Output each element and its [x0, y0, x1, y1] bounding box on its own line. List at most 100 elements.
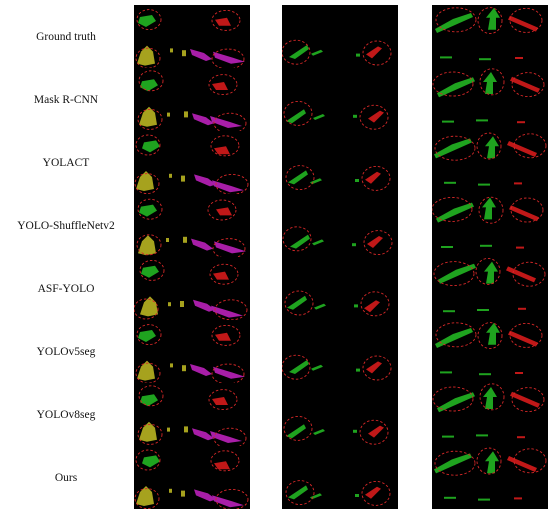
- segmentation-panel: [432, 131, 548, 194]
- segmentation-mask: [283, 100, 389, 130]
- highlight-ring: [432, 386, 474, 412]
- green-mask-region: [354, 304, 358, 308]
- segmentation-panel: [134, 446, 250, 509]
- red-mask-region: [509, 205, 539, 222]
- magenta-mask-region: [192, 113, 214, 126]
- segmentation-panel: [282, 257, 398, 320]
- segmentation-mask: [135, 324, 245, 383]
- magenta-mask-region: [194, 174, 216, 187]
- red-mask-region: [365, 171, 381, 184]
- segmentation-panel: [134, 131, 250, 194]
- highlight-ring: [285, 165, 315, 191]
- highlight-ring: [359, 104, 389, 130]
- highlight-ring: [361, 480, 391, 506]
- green-mask-region: [443, 310, 455, 313]
- highlight-ring: [510, 197, 544, 223]
- green-mask-region: [138, 330, 156, 342]
- magenta-mask-region: [190, 364, 212, 376]
- green-mask-region: [288, 170, 308, 185]
- green-mask-region: [479, 58, 491, 61]
- segmentation-mask: [434, 447, 547, 501]
- highlight-ring: [433, 261, 475, 287]
- olive-mask-region: [167, 427, 170, 432]
- red-mask-region: [214, 146, 230, 155]
- green-mask-region: [485, 451, 499, 474]
- green-mask-region: [141, 265, 159, 278]
- green-mask-region: [311, 49, 323, 56]
- green-mask-region: [289, 360, 309, 374]
- segmentation-panel: [134, 257, 250, 320]
- green-mask-region: [356, 53, 360, 57]
- green-mask-region: [437, 392, 475, 413]
- magenta-mask-region: [192, 428, 214, 441]
- red-mask-region: [215, 17, 231, 26]
- highlight-ring: [207, 199, 237, 221]
- highlight-ring: [479, 68, 505, 96]
- segmentation-panel: [432, 446, 548, 509]
- highlight-ring: [283, 100, 313, 126]
- row-label: YOLO-ShuffleNetv2: [17, 219, 115, 232]
- highlight-ring: [432, 196, 473, 222]
- highlight-ring: [211, 363, 245, 383]
- red-mask-region: [515, 372, 523, 374]
- highlight-ring: [513, 448, 547, 474]
- segmentation-panel: [282, 383, 398, 446]
- highlight-ring: [214, 299, 248, 320]
- red-mask-region: [517, 436, 525, 439]
- magenta-mask-region: [191, 238, 213, 251]
- segmentation-mask: [282, 354, 392, 381]
- segmentation-mask: [284, 290, 390, 317]
- segmentation-mask: [433, 257, 546, 313]
- segmentation-mask: [134, 449, 249, 509]
- red-mask-region: [507, 141, 537, 157]
- highlight-ring: [137, 423, 163, 445]
- green-mask-region: [438, 263, 476, 284]
- highlight-ring: [477, 7, 503, 35]
- green-mask-region: [286, 424, 306, 439]
- red-mask-region: [215, 332, 231, 341]
- olive-mask-region: [184, 426, 188, 433]
- segmentation-panel: [432, 5, 548, 68]
- red-mask-region: [518, 307, 526, 310]
- green-mask-region: [478, 498, 490, 501]
- highlight-ring: [361, 165, 391, 191]
- magenta-mask-region: [212, 495, 244, 508]
- green-mask-region: [314, 303, 326, 310]
- segmentation-mask: [136, 198, 246, 257]
- highlight-ring: [136, 9, 162, 31]
- highlight-ring: [284, 290, 314, 316]
- segmentation-panel: [134, 383, 250, 446]
- row-label: Ground truth: [36, 30, 96, 43]
- segmentation-mask: [432, 68, 545, 124]
- magenta-mask-region: [190, 49, 212, 61]
- highlight-ring: [211, 48, 245, 68]
- green-mask-region: [486, 322, 500, 345]
- highlight-ring: [135, 47, 161, 68]
- segmentation-panel: [432, 257, 548, 320]
- segmentation-mask: [135, 9, 245, 68]
- segmentation-panel: [282, 446, 398, 509]
- segmentation-panel: [432, 68, 548, 131]
- segmentation-mask: [134, 259, 248, 320]
- magenta-mask-region: [193, 299, 215, 312]
- green-mask-region: [437, 77, 475, 98]
- red-mask-region: [508, 330, 538, 347]
- olive-mask-region: [183, 236, 187, 243]
- highlight-ring: [134, 488, 160, 509]
- red-mask-region: [506, 266, 536, 283]
- row-label: YOLACT: [42, 156, 90, 169]
- highlight-ring: [213, 112, 247, 131]
- highlight-ring: [283, 415, 313, 441]
- magenta-mask-region: [211, 305, 243, 318]
- segmentation-mask: [435, 322, 543, 376]
- highlight-ring: [282, 39, 311, 65]
- green-mask-region: [477, 309, 489, 311]
- row-label: Mask R-CNN: [33, 93, 99, 106]
- highlight-ring: [479, 383, 505, 411]
- segmentation-panel: [282, 194, 398, 257]
- green-mask-region: [434, 453, 472, 474]
- red-mask-region: [216, 207, 232, 216]
- olive-mask-region: [181, 175, 185, 182]
- highlight-ring: [362, 355, 392, 381]
